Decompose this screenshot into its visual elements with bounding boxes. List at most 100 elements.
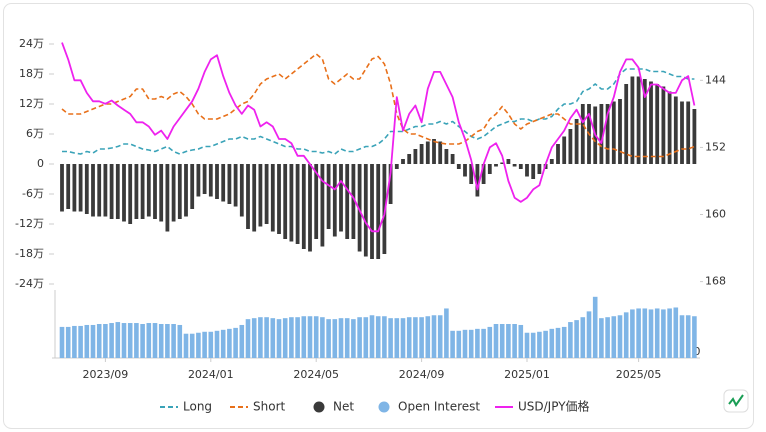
oi-bar [512, 324, 517, 358]
line [62, 68, 695, 155]
net-bar [506, 159, 511, 164]
net-bar [425, 141, 430, 164]
oi-bar [506, 324, 511, 358]
oi-bar [481, 328, 486, 358]
net-bar [308, 164, 312, 252]
net-bar [332, 164, 337, 237]
oi-bar [394, 318, 400, 358]
net-bar [159, 164, 164, 222]
oi-bar [586, 311, 592, 358]
net-bar [419, 144, 424, 164]
net-bar [456, 164, 461, 169]
oi-bar [456, 330, 462, 358]
net-bar [580, 104, 585, 164]
oi-bar [258, 317, 263, 358]
net-bar [574, 119, 579, 164]
net-bar [115, 164, 120, 219]
oi-bar [537, 331, 542, 358]
oi-bar [623, 312, 629, 358]
y2-tick-label: 144 [705, 73, 726, 86]
net-bar [667, 91, 672, 164]
oi-bar [611, 316, 617, 358]
oi-bar [84, 324, 90, 358]
oi-bar [605, 317, 610, 358]
net-bar [277, 164, 281, 234]
oi-bar [568, 322, 573, 358]
oi-bar [152, 323, 158, 358]
net-bar [611, 101, 616, 164]
net-bar [314, 164, 319, 239]
oi-bar [103, 324, 108, 358]
net-bar [122, 164, 126, 222]
net-bar [624, 84, 629, 164]
net-bar [270, 164, 275, 232]
oi-bar [146, 323, 152, 358]
oi-bar [338, 318, 344, 358]
oi-bar [202, 331, 207, 358]
oi-bar [692, 316, 697, 358]
net-bar [258, 164, 263, 227]
x-tick-label: 2024/01 [188, 368, 234, 381]
net-bar [568, 129, 573, 164]
net-bar [432, 139, 436, 164]
net-bar [450, 154, 455, 164]
legend-label: Long [183, 400, 212, 414]
net-bar [481, 164, 486, 184]
oi-bar [239, 324, 245, 358]
net-bar [202, 164, 207, 194]
net-bar [413, 149, 418, 164]
x-tick-label: 2024/05 [293, 368, 339, 381]
oi-bar [326, 319, 331, 358]
legend-marker [378, 401, 390, 413]
oi-bar [592, 296, 598, 358]
oi-bar [400, 318, 406, 358]
net-bar [146, 164, 151, 217]
oi-bar [78, 325, 83, 358]
oi-bar [320, 317, 325, 358]
oi-bar [295, 317, 300, 358]
oi-bar [685, 315, 691, 358]
net-bar [469, 164, 474, 184]
net-bar [66, 164, 71, 209]
oi-bar [543, 330, 548, 358]
oi-bar [375, 316, 381, 358]
net-bar [605, 104, 610, 164]
net-bar [326, 164, 331, 229]
oi-bar [617, 315, 623, 358]
net-bar [233, 164, 238, 207]
oi-bar [468, 329, 474, 358]
oi-bar [214, 330, 220, 358]
legend-label: Open Interest [398, 400, 480, 414]
oi-bar [276, 319, 282, 358]
oi-tick-label: 0 [694, 345, 701, 358]
oi-bar [301, 316, 307, 358]
oi-bar [208, 331, 214, 358]
oi-bar [499, 324, 505, 358]
net-bar [525, 164, 529, 177]
net-bar [72, 164, 77, 212]
net-bar [394, 164, 399, 169]
net-bar [562, 136, 567, 164]
oi-bar [667, 308, 672, 358]
oi-bar [642, 308, 648, 358]
net-bar [500, 162, 505, 164]
oi-bar [307, 316, 313, 358]
net-bar [60, 164, 64, 212]
net-bar [301, 164, 306, 249]
net-bar [208, 164, 213, 197]
oi-bar [109, 323, 114, 358]
x-tick-label: 2025/01 [504, 368, 550, 381]
y-tick-label: 24万 [19, 37, 44, 50]
oi-bar [140, 324, 145, 358]
net-bar [289, 164, 294, 242]
logo [723, 389, 749, 413]
oi-bar [574, 320, 579, 358]
net-bar [295, 164, 300, 244]
oi-bar [580, 317, 586, 358]
oi-bar [158, 324, 164, 358]
net-bar [345, 164, 350, 239]
oi-bar [332, 319, 338, 358]
oi-bar [233, 327, 238, 358]
y2-tick-label: 168 [705, 275, 726, 288]
oi-bar [413, 317, 418, 358]
